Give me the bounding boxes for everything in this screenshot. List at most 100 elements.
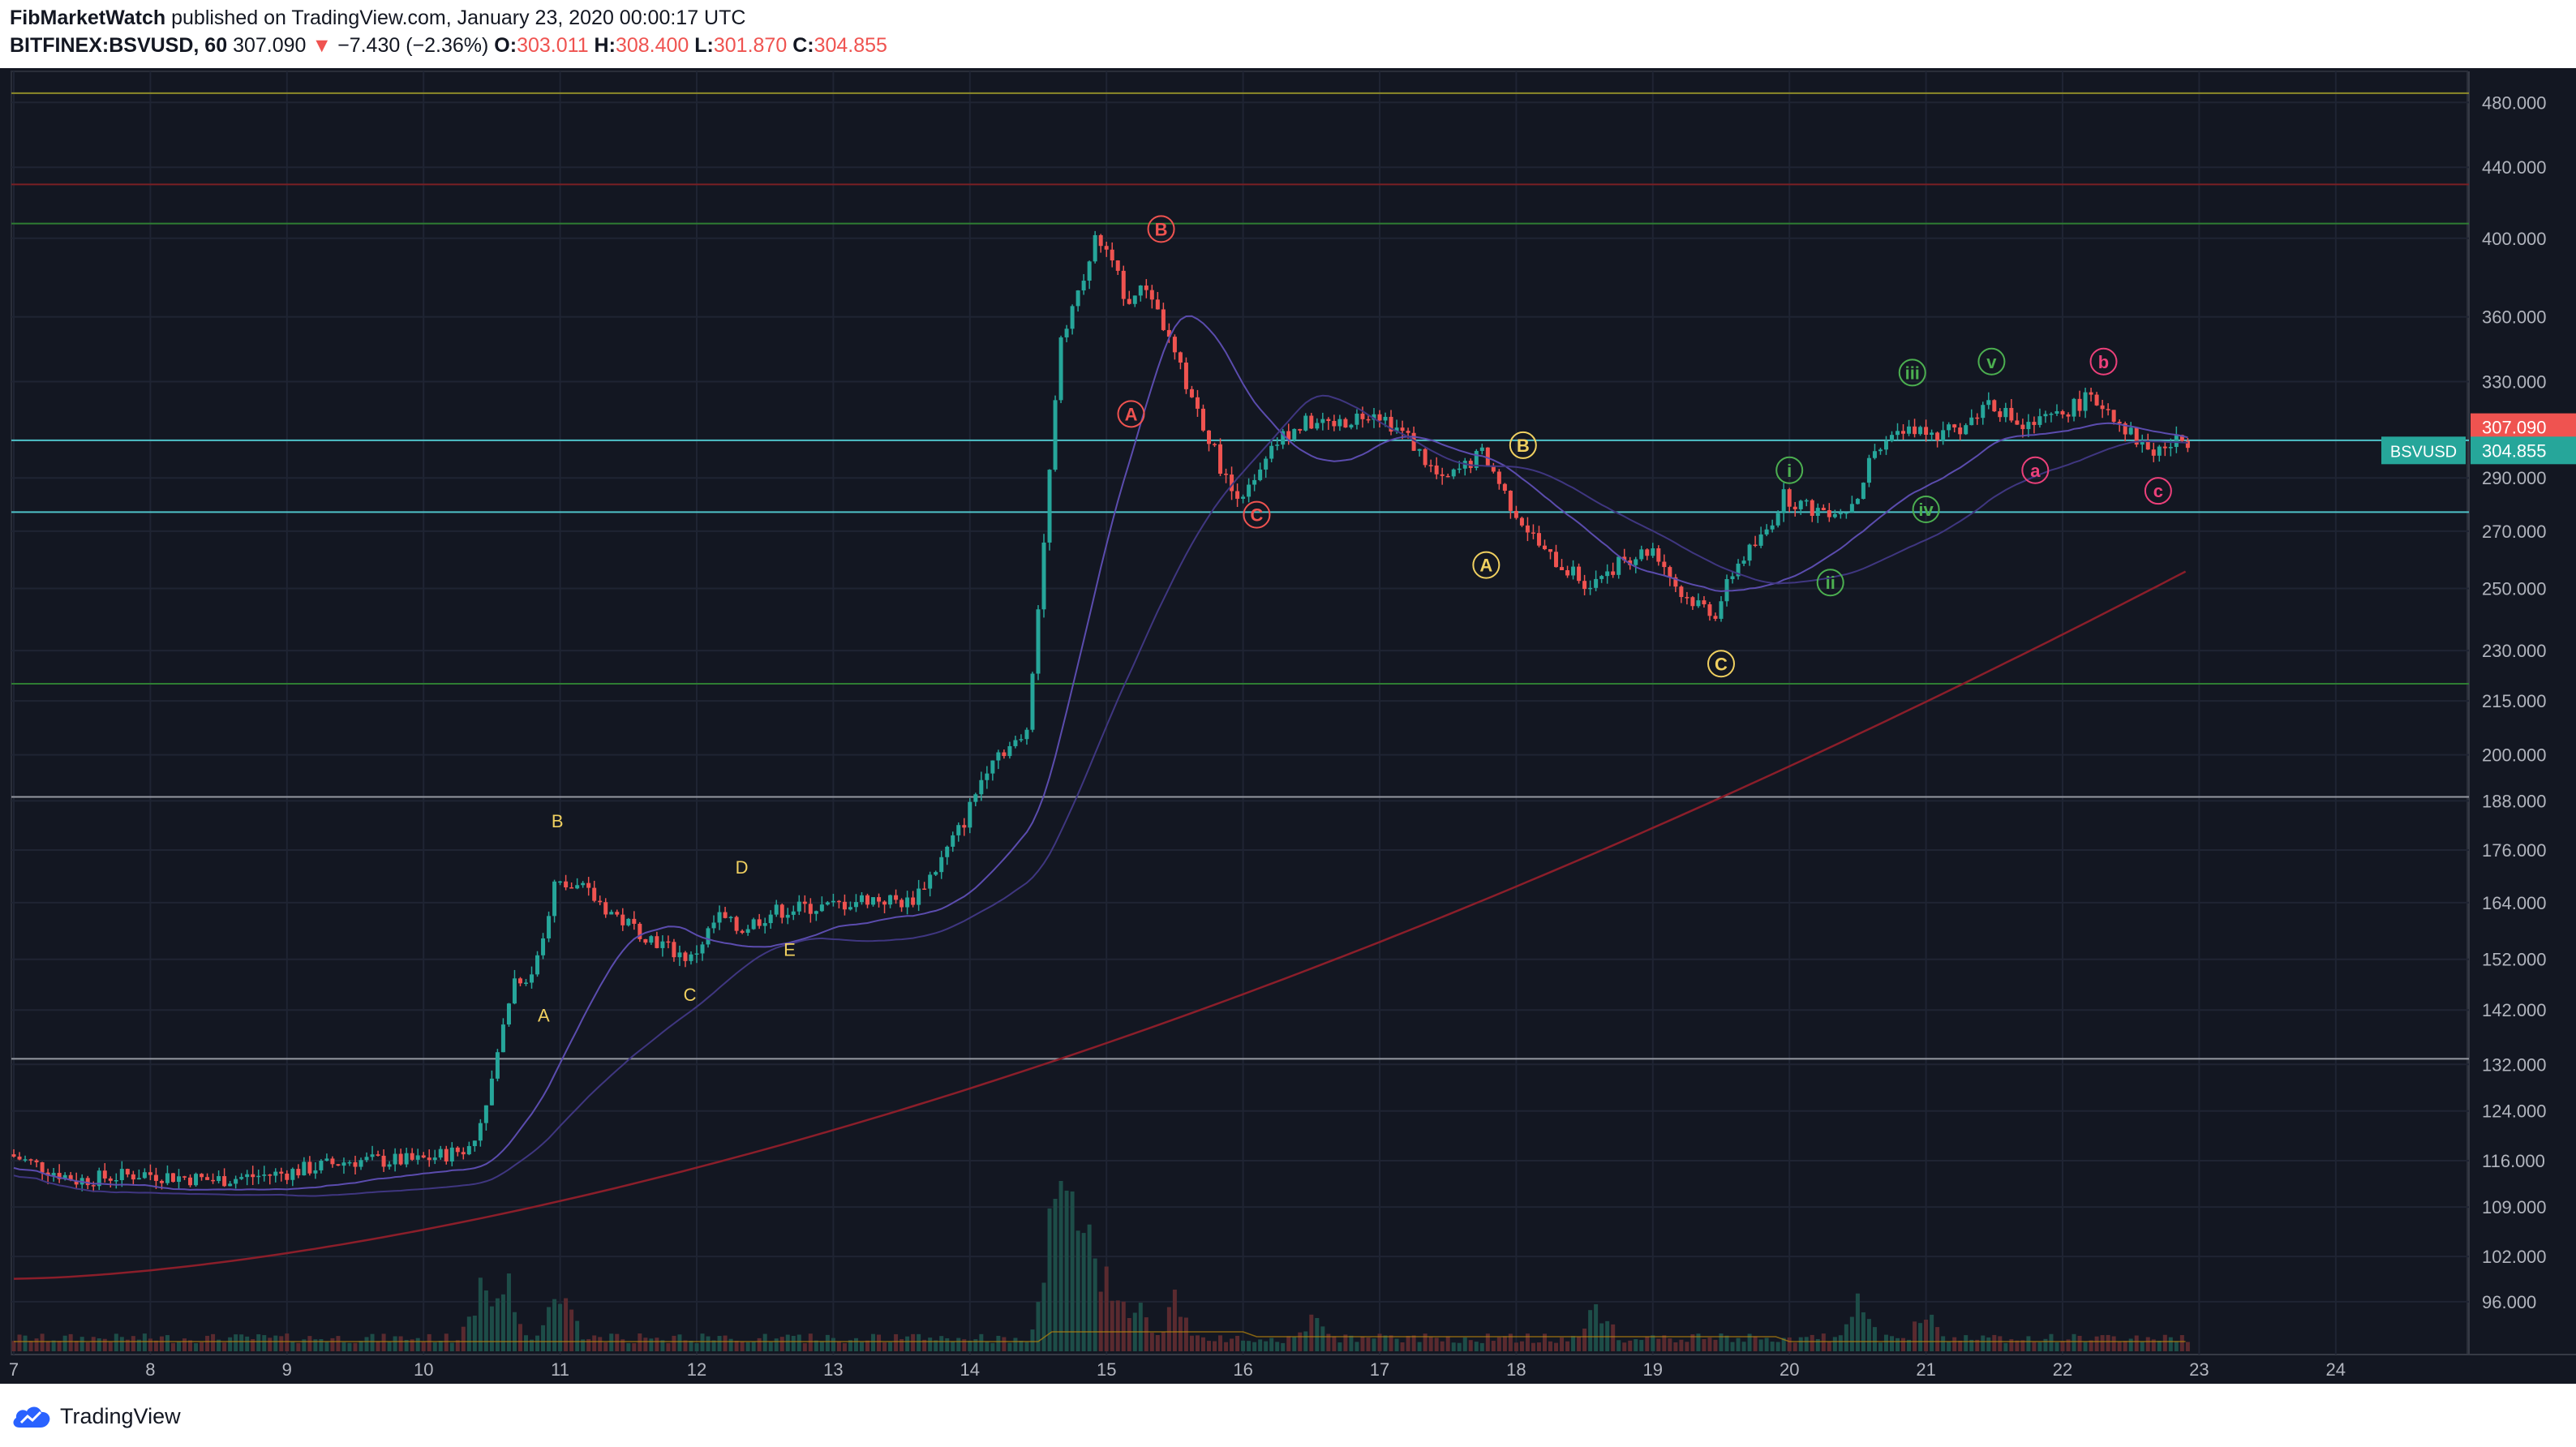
volume-bar: [2032, 1342, 2037, 1351]
tradingview-logo[interactable]: TradingView: [11, 1400, 181, 1432]
volume-bar: [1275, 1342, 1280, 1351]
volume-bar: [200, 1342, 204, 1351]
volume-bar: [1007, 1342, 1012, 1351]
volume-bar: [2106, 1334, 2110, 1351]
candle-body: [552, 881, 557, 917]
wave-label: ii: [1826, 573, 1835, 593]
volume-bar: [1668, 1338, 1672, 1351]
volume-bar: [2168, 1337, 2173, 1351]
candle-body: [1594, 578, 1599, 588]
volume-bar: [757, 1338, 762, 1351]
volume-bar: [478, 1277, 483, 1351]
volume-bar: [905, 1336, 910, 1351]
volume-bar: [119, 1337, 124, 1351]
candle-body: [45, 1172, 50, 1176]
candle-body: [848, 907, 852, 910]
candle-body: [796, 901, 801, 912]
symbol-badge-label: BSVUSD: [2390, 443, 2457, 461]
volume-bar: [1736, 1338, 1741, 1351]
candle-body: [2134, 427, 2139, 445]
candle-body: [802, 901, 807, 904]
candle-body: [728, 917, 733, 919]
volume-bar: [694, 1342, 699, 1351]
volume-bar: [1417, 1342, 1422, 1351]
volume-bar: [142, 1333, 147, 1351]
candle-body: [296, 1169, 301, 1176]
candle-body: [1149, 290, 1154, 300]
volume-bar: [2179, 1335, 2184, 1351]
volume-bar: [1093, 1258, 1097, 1351]
y-tick-label: 200.000: [2482, 745, 2547, 766]
wave-label: iv: [1918, 500, 1934, 520]
candle-body: [1832, 513, 1837, 517]
volume-bar: [194, 1342, 199, 1351]
candle-body: [2054, 410, 2059, 414]
volume-bar: [1815, 1338, 1820, 1351]
volume-bar: [245, 1336, 250, 1351]
candle-body: [1200, 408, 1205, 431]
volume-bar: [495, 1298, 500, 1351]
volume-bar: [603, 1342, 608, 1351]
candle-body: [506, 1003, 511, 1025]
volume-bar: [1554, 1342, 1559, 1351]
candle-body: [387, 1164, 392, 1167]
candle-body: [1093, 234, 1097, 262]
candle-body: [694, 953, 699, 955]
candle-body: [2140, 441, 2145, 445]
candle-body: [706, 928, 711, 945]
volume-bar: [188, 1340, 193, 1351]
candle-body: [547, 916, 552, 938]
volume-bar: [1264, 1341, 1269, 1351]
author-name[interactable]: FibMarketWatch: [10, 6, 166, 29]
volume-bar: [114, 1333, 118, 1351]
candle-body: [1389, 416, 1393, 432]
volume-bar: [1115, 1300, 1120, 1351]
volume-bar: [882, 1342, 887, 1351]
candle-body: [1121, 270, 1126, 299]
candle-body: [1930, 432, 1934, 436]
candle-body: [1696, 600, 1701, 607]
volume-bar: [23, 1335, 28, 1351]
candle-body: [1502, 483, 1507, 492]
volume-bar: [1445, 1336, 1450, 1351]
x-tick-label: 16: [1233, 1359, 1252, 1380]
x-tick-label: 9: [282, 1359, 292, 1380]
price-chart[interactable]: 7 8 9 10 11 12 13 14 15 16 17 18 19 20 21 22 23 24 480.000…: [0, 68, 2576, 1384]
volume-bar: [819, 1341, 824, 1351]
volume-bar: [358, 1341, 363, 1351]
candle-body: [1628, 560, 1633, 565]
volume-bar: [2185, 1342, 2190, 1351]
candle-body: [1041, 542, 1046, 610]
candle-body: [228, 1183, 233, 1187]
volume-bar: [2089, 1340, 2093, 1351]
volume-bar: [1964, 1335, 1968, 1351]
volume-bar: [1235, 1335, 1240, 1351]
candle-body: [1849, 504, 1854, 513]
volume-bar: [1030, 1329, 1035, 1351]
volume-bar: [1702, 1338, 1707, 1351]
volume-bar: [1183, 1317, 1188, 1351]
y-tick-label: 96.000: [2482, 1292, 2536, 1312]
candle-body: [1183, 363, 1188, 389]
wave-label-circle: [1707, 650, 1735, 678]
candle-body: [2089, 392, 2093, 395]
symbol-label[interactable]: BITFINEX:BSVUSD, 60: [10, 34, 228, 57]
volume-bar: [2037, 1342, 2042, 1351]
volume-bar: [615, 1333, 620, 1351]
candle-body: [256, 1175, 261, 1178]
volume-bar: [1588, 1310, 1593, 1351]
volume-bar: [1821, 1333, 1826, 1351]
volume-bar: [1941, 1336, 1946, 1351]
chart-footer: TradingView: [0, 1384, 2576, 1447]
candle-body: [1423, 449, 1428, 466]
volume-bar: [734, 1340, 739, 1351]
candle-body: [1560, 567, 1565, 570]
volume-bar: [762, 1333, 767, 1351]
volume-bar: [1286, 1336, 1291, 1351]
candle-body: [1758, 534, 1763, 546]
candle-body: [1104, 246, 1109, 250]
volume-bar: [1753, 1336, 1758, 1351]
volume-bar: [364, 1337, 369, 1351]
volume-bar: [1292, 1337, 1297, 1351]
volume-bar: [51, 1340, 56, 1351]
